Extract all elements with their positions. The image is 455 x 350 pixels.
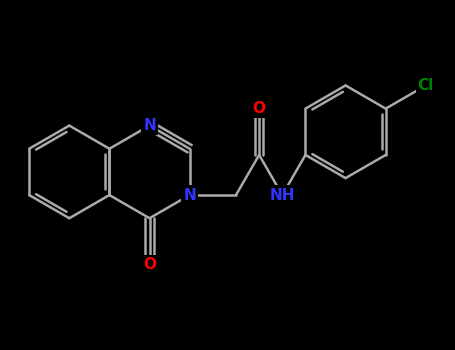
Text: N: N — [183, 188, 196, 203]
Text: N: N — [143, 118, 156, 133]
Text: NH: NH — [269, 188, 295, 203]
Text: O: O — [253, 101, 266, 116]
Text: Cl: Cl — [418, 78, 434, 93]
Text: O: O — [143, 257, 156, 272]
